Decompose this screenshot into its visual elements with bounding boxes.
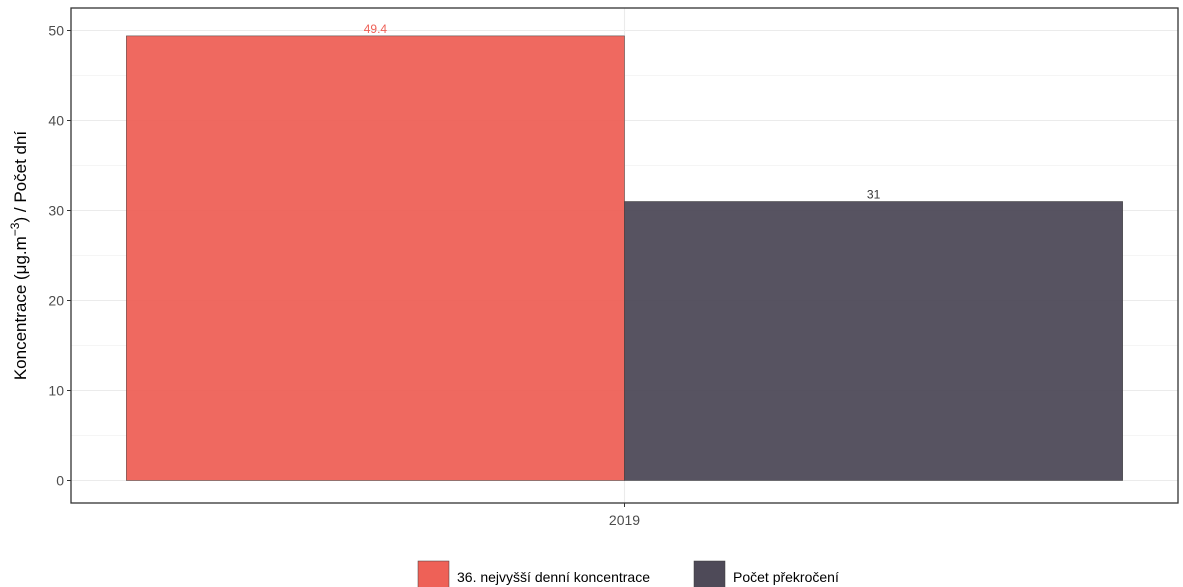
y-tick-label: 40	[48, 113, 64, 129]
bar-0	[126, 35, 625, 481]
legend-label-1: Počet překročení	[733, 569, 839, 585]
y-axis-title-exponent: −3	[8, 222, 22, 236]
y-axis-title-main: Koncentrace (μg.m	[11, 236, 30, 380]
y-tick-label: 50	[48, 23, 64, 39]
x-tick-label: 2019	[609, 512, 640, 528]
y-axis: 0 10 20 30 40 50	[48, 23, 71, 489]
legend-label-0: 36. nejvyšší denní koncentrace	[457, 569, 650, 585]
y-axis-title-tail: ) / Počet dní	[11, 131, 30, 223]
y-tick-label: 10	[48, 383, 64, 399]
legend-key-1	[693, 560, 726, 587]
bar-1	[624, 201, 1123, 481]
data-label-0: 49.4	[364, 22, 388, 36]
y-tick-label: 20	[48, 293, 64, 309]
data-label-1: 31	[867, 188, 881, 202]
y-tick-label: 30	[48, 203, 64, 219]
y-tick-label: 0	[56, 473, 64, 489]
legend: 36. nejvyšší denní koncentrace Počet přek…	[417, 560, 839, 587]
legend-key-0	[417, 560, 450, 587]
x-axis: 2019	[609, 503, 640, 528]
y-axis-title: Koncentrace (μg.m−3) / Počet dní	[8, 131, 30, 381]
data-labels: 49.4 31	[364, 22, 881, 202]
bars	[126, 35, 1123, 481]
